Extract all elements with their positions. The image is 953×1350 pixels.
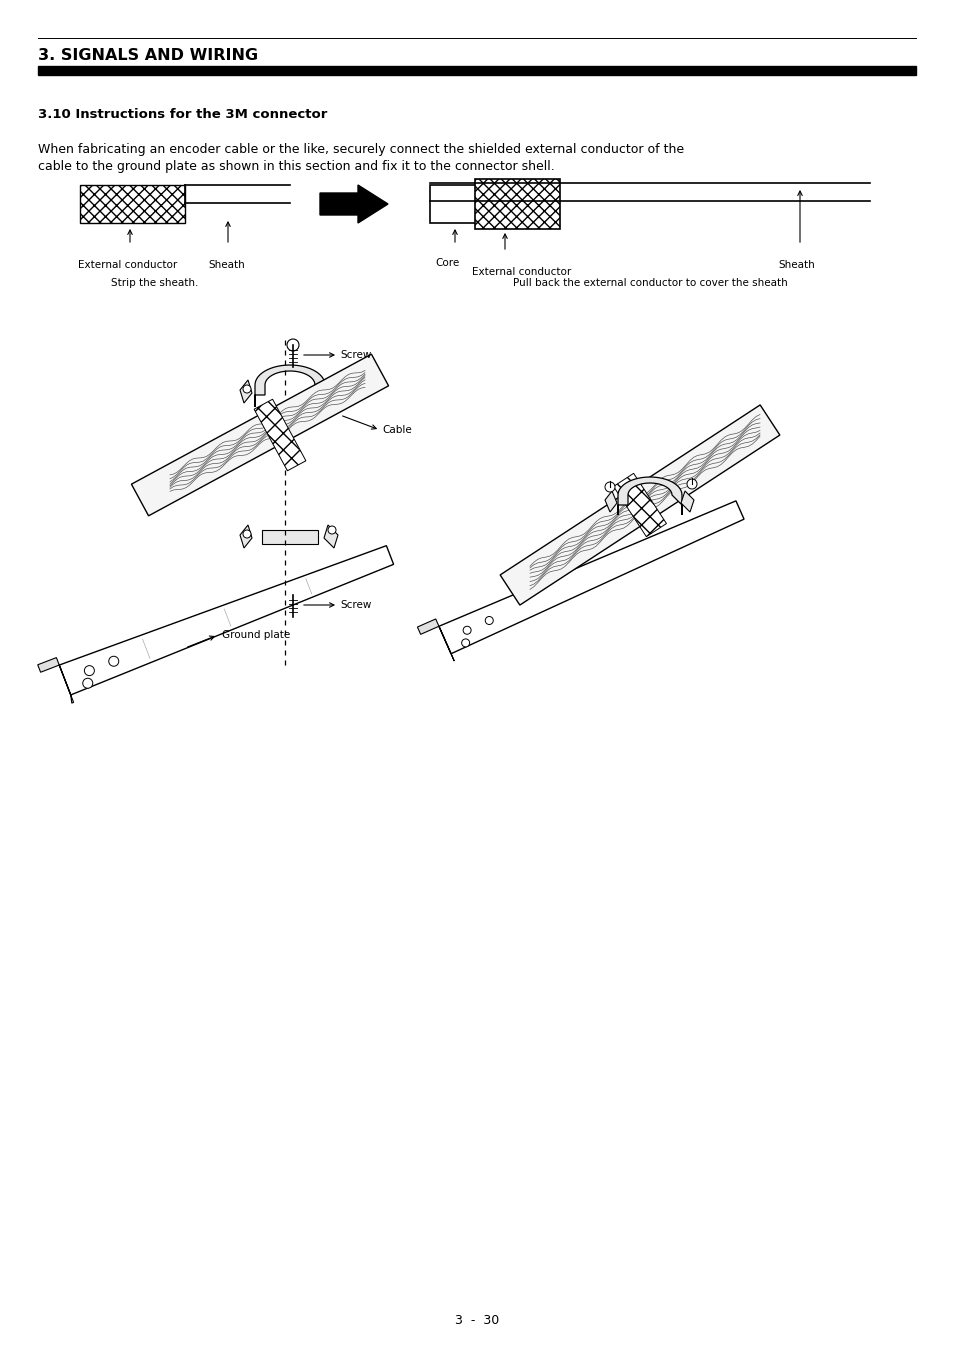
Polygon shape	[680, 491, 693, 512]
Text: Cable: Cable	[381, 425, 412, 435]
Circle shape	[84, 666, 94, 675]
Text: When fabricating an encoder cable or the like, securely connect the shielded ext: When fabricating an encoder cable or the…	[38, 143, 683, 157]
Text: Screw: Screw	[339, 350, 371, 360]
Bar	[262, 531, 317, 544]
Polygon shape	[240, 379, 252, 404]
Polygon shape	[324, 525, 337, 548]
Circle shape	[604, 482, 615, 491]
FancyArrow shape	[319, 185, 388, 223]
Circle shape	[109, 656, 118, 667]
Text: Sheath: Sheath	[208, 261, 245, 270]
Polygon shape	[438, 501, 743, 653]
Bar	[475, 180, 559, 230]
Circle shape	[83, 678, 92, 688]
Text: External conductor: External conductor	[78, 261, 177, 270]
Circle shape	[686, 479, 697, 489]
Polygon shape	[324, 379, 337, 404]
Text: Strip the sheath.: Strip the sheath.	[112, 278, 198, 288]
Polygon shape	[618, 477, 681, 514]
Bar	[430, 185, 484, 223]
Text: 3  -  30: 3 - 30	[455, 1314, 498, 1327]
Polygon shape	[59, 545, 394, 695]
Circle shape	[462, 626, 471, 634]
Text: Core: Core	[435, 258, 458, 269]
Circle shape	[243, 531, 251, 539]
Circle shape	[287, 339, 298, 351]
Polygon shape	[132, 354, 388, 516]
Polygon shape	[254, 364, 325, 406]
Text: Sheath: Sheath	[778, 261, 814, 270]
Polygon shape	[499, 405, 779, 605]
Circle shape	[328, 526, 335, 535]
Polygon shape	[604, 491, 617, 512]
Polygon shape	[240, 525, 252, 548]
Circle shape	[243, 385, 251, 393]
Polygon shape	[253, 400, 306, 471]
Text: External conductor: External conductor	[472, 267, 571, 277]
Text: Ground plate: Ground plate	[222, 630, 290, 640]
Polygon shape	[38, 657, 73, 703]
Text: Pull back the external conductor to cover the sheath: Pull back the external conductor to cove…	[512, 278, 786, 288]
Text: 3.10 Instructions for the 3M connector: 3.10 Instructions for the 3M connector	[38, 108, 327, 122]
Bar	[80, 185, 185, 223]
Text: cable to the ground plate as shown in this section and fix it to the connector s: cable to the ground plate as shown in th…	[38, 161, 554, 173]
Circle shape	[287, 589, 298, 601]
Circle shape	[461, 639, 469, 647]
Bar	[38, 66, 915, 76]
Circle shape	[328, 381, 335, 389]
Text: 3. SIGNALS AND WIRING: 3. SIGNALS AND WIRING	[38, 47, 258, 62]
Polygon shape	[417, 618, 454, 662]
Circle shape	[485, 617, 493, 625]
Polygon shape	[613, 474, 666, 537]
Text: Screw: Screw	[339, 599, 371, 610]
